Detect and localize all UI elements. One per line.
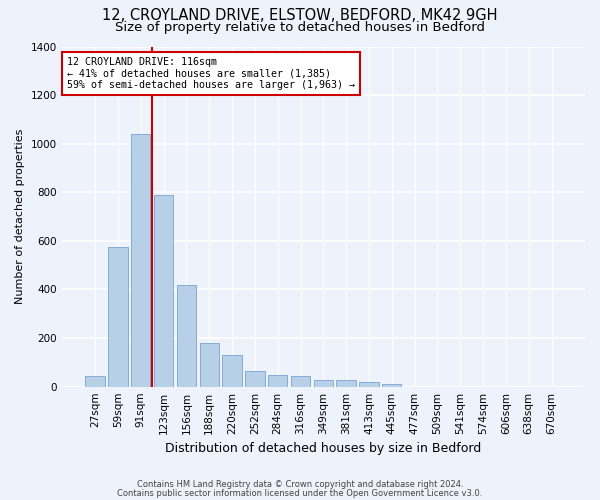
Bar [108, 247, 128, 386]
Bar [200, 343, 219, 386]
Bar [268, 374, 287, 386]
Bar [131, 134, 151, 386]
X-axis label: Distribution of detached houses by size in Bedford: Distribution of detached houses by size … [165, 442, 481, 455]
Bar [154, 194, 173, 386]
Bar [291, 376, 310, 386]
Bar [314, 380, 333, 386]
Text: 12 CROYLAND DRIVE: 116sqm
← 41% of detached houses are smaller (1,385)
59% of se: 12 CROYLAND DRIVE: 116sqm ← 41% of detac… [67, 56, 355, 90]
Text: 12, CROYLAND DRIVE, ELSTOW, BEDFORD, MK42 9GH: 12, CROYLAND DRIVE, ELSTOW, BEDFORD, MK4… [102, 8, 498, 22]
Bar [359, 382, 379, 386]
Text: Size of property relative to detached houses in Bedford: Size of property relative to detached ho… [115, 21, 485, 34]
Bar [382, 384, 401, 386]
Text: Contains public sector information licensed under the Open Government Licence v3: Contains public sector information licen… [118, 489, 482, 498]
Text: Contains HM Land Registry data © Crown copyright and database right 2024.: Contains HM Land Registry data © Crown c… [137, 480, 463, 489]
Bar [85, 376, 105, 386]
Y-axis label: Number of detached properties: Number of detached properties [15, 129, 25, 304]
Bar [223, 355, 242, 386]
Bar [245, 371, 265, 386]
Bar [337, 380, 356, 386]
Bar [177, 284, 196, 386]
